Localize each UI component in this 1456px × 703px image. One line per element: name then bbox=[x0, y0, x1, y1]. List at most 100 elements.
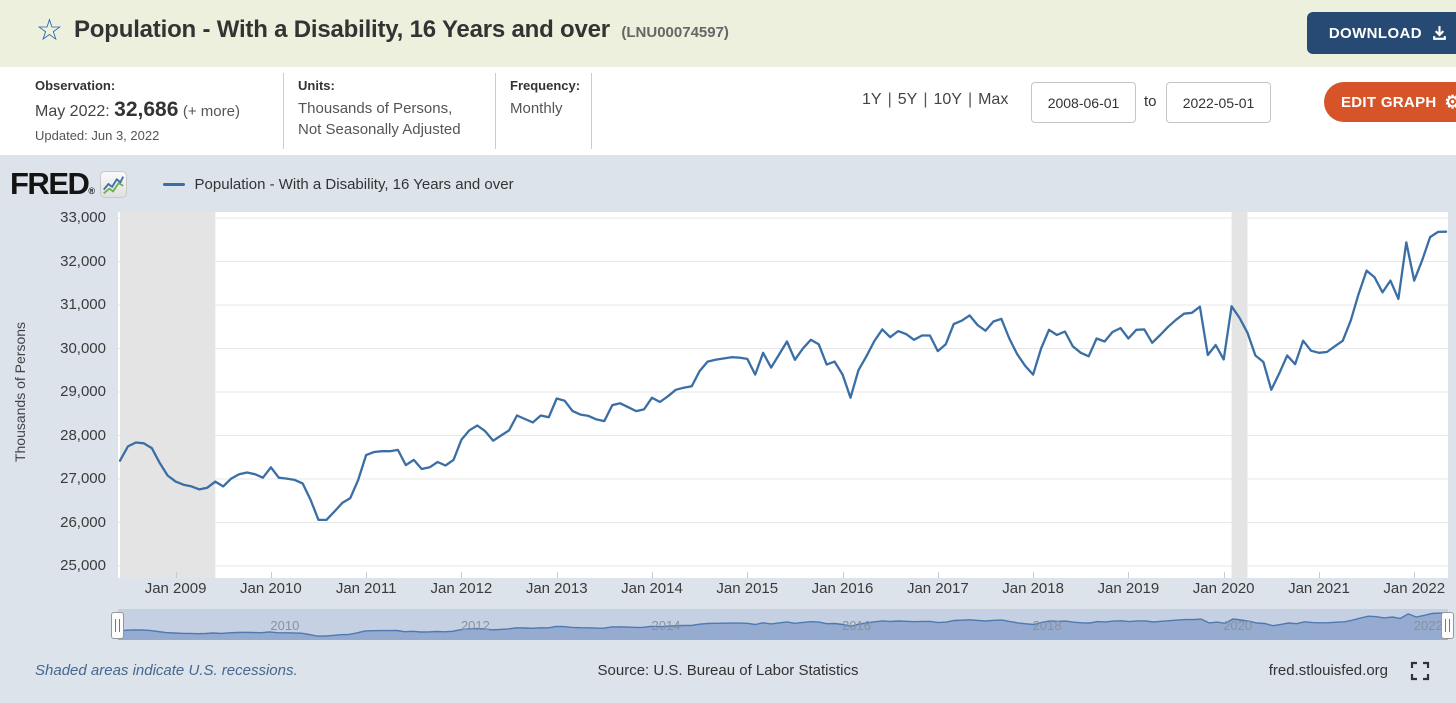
x-tick-label: Jan 2010 bbox=[239, 580, 302, 597]
range-link-10y[interactable]: 10Y bbox=[933, 91, 962, 108]
meta-controls-bar: Observation: May 2022: 32,686 (+ more) U… bbox=[0, 67, 1456, 155]
y-tick-label: 26,000 bbox=[60, 513, 106, 531]
site-url: fred.stlouisfed.org bbox=[1268, 662, 1388, 679]
y-tick-label: 29,000 bbox=[60, 383, 106, 400]
navigator-year-label: 2016 bbox=[842, 618, 871, 633]
frequency-block: Frequency: Monthly bbox=[510, 78, 580, 119]
observation-block: Observation: May 2022: 32,686 (+ more) U… bbox=[35, 78, 240, 143]
range-separator: | bbox=[967, 91, 973, 108]
y-tick-label: 32,000 bbox=[60, 252, 106, 270]
edit-graph-button[interactable]: EDIT GRAPH ⚙ bbox=[1324, 82, 1456, 122]
x-tick-label: Jan 2015 bbox=[716, 580, 779, 597]
x-tick-mark bbox=[461, 572, 463, 578]
x-tick-label: Jan 2022 bbox=[1383, 580, 1446, 597]
download-button-label: DOWNLOAD bbox=[1328, 24, 1422, 42]
y-tick-label: 31,000 bbox=[60, 296, 106, 313]
navigator-year-label: 2014 bbox=[651, 618, 681, 633]
fred-sparkline-icon bbox=[99, 170, 127, 198]
main-chart[interactable] bbox=[118, 212, 1448, 578]
x-tick-label: Jan 2019 bbox=[1097, 580, 1160, 597]
x-tick-mark bbox=[937, 572, 939, 578]
updated-date: Updated: Jun 3, 2022 bbox=[35, 128, 160, 143]
x-tick-mark bbox=[175, 572, 177, 578]
edit-graph-label: EDIT GRAPH bbox=[1341, 93, 1437, 111]
divider bbox=[283, 73, 284, 149]
navigator-year-label: 2020 bbox=[1223, 618, 1253, 633]
frequency-value: Monthly bbox=[510, 100, 563, 117]
y-tick-label: 30,000 bbox=[60, 339, 106, 357]
x-tick-label: Jan 2012 bbox=[430, 580, 493, 597]
y-tick-label: 28,000 bbox=[60, 426, 106, 444]
recession-note-link[interactable]: Shaded areas indicate U.S. recessions. bbox=[35, 662, 298, 679]
units-block: Units: Thousands of Persons, Not Seasona… bbox=[298, 78, 461, 140]
observation-label: Observation: bbox=[35, 78, 116, 93]
y-tick-label: 33,000 bbox=[60, 209, 106, 226]
units-line2: Not Seasonally Adjusted bbox=[298, 121, 461, 138]
x-tick-label: Jan 2017 bbox=[906, 580, 969, 597]
date-from-input[interactable] bbox=[1031, 82, 1136, 123]
brand-row: FRED® Population - With a Disability, 16… bbox=[10, 165, 514, 203]
legend-line-swatch bbox=[162, 182, 185, 186]
observation-value: 32,686 bbox=[114, 98, 179, 121]
date-to-label: to bbox=[1144, 93, 1157, 110]
download-icon bbox=[1433, 25, 1446, 40]
source-text: Source: U.S. Bureau of Labor Statistics bbox=[597, 662, 859, 679]
divider bbox=[495, 73, 496, 149]
navigator-year-label: 2012 bbox=[460, 618, 490, 633]
x-tick-mark bbox=[747, 572, 749, 578]
x-tick-mark bbox=[1318, 572, 1320, 578]
x-tick-mark bbox=[556, 572, 558, 578]
x-tick-mark bbox=[1033, 572, 1035, 578]
x-tick-mark bbox=[270, 572, 272, 578]
navigator-left-handle[interactable] bbox=[111, 612, 124, 639]
download-button[interactable]: DOWNLOAD bbox=[1306, 12, 1456, 54]
x-tick-mark bbox=[1128, 572, 1130, 578]
favorite-star-icon[interactable]: ☆ bbox=[36, 14, 63, 47]
series-header: ☆ Population - With a Disability, 16 Yea… bbox=[0, 0, 1456, 67]
navigator-year-label: 2010 bbox=[270, 618, 300, 633]
frequency-label: Frequency: bbox=[510, 78, 581, 93]
navigator-year-label: 2018 bbox=[1032, 618, 1062, 633]
x-tick-label: Jan 2021 bbox=[1288, 580, 1350, 597]
range-link-max[interactable]: Max bbox=[978, 91, 1009, 108]
observation-more-link[interactable]: (+ more) bbox=[182, 103, 240, 120]
navigator-year-label: 2022 bbox=[1413, 618, 1443, 633]
x-tick-label: Jan 2016 bbox=[811, 580, 874, 597]
date-to-input[interactable] bbox=[1166, 82, 1271, 123]
range-separator: | bbox=[923, 91, 928, 108]
x-tick-mark bbox=[651, 572, 653, 578]
x-tick-mark bbox=[366, 572, 368, 578]
units-label: Units: bbox=[298, 78, 335, 93]
fullscreen-icon[interactable] bbox=[1410, 661, 1430, 681]
graph-section: FRED® Population - With a Disability, 16… bbox=[0, 155, 1456, 703]
x-tick-label: Jan 2020 bbox=[1192, 580, 1255, 597]
title-wrap: Population - With a Disability, 16 Years… bbox=[74, 16, 729, 44]
x-tick-mark bbox=[1414, 572, 1416, 578]
y-tick-label: 27,000 bbox=[60, 470, 106, 487]
chart-legend: Population - With a Disability, 16 Years… bbox=[162, 175, 514, 193]
y-tick-label: 25,000 bbox=[60, 557, 106, 574]
legend-series-label: Population - With a Disability, 16 Years… bbox=[194, 175, 514, 193]
units-line1: Thousands of Persons, bbox=[298, 100, 453, 117]
x-tick-mark bbox=[842, 572, 844, 578]
range-separator: | bbox=[887, 91, 892, 108]
navigator-right-handle[interactable] bbox=[1441, 612, 1454, 639]
x-tick-label: Jan 2013 bbox=[525, 580, 588, 597]
zoom-range-links: 1Y | 5Y | 10Y | Max bbox=[862, 91, 1008, 109]
fred-logo[interactable]: FRED® bbox=[10, 166, 95, 201]
observation-line: May 2022: 32,686 (+ more) bbox=[35, 98, 240, 122]
divider bbox=[591, 73, 592, 149]
page-title: Population - With a Disability, 16 Years… bbox=[74, 16, 610, 43]
observation-period: May 2022: bbox=[35, 103, 110, 120]
range-link-1y[interactable]: 1Y bbox=[862, 91, 882, 108]
x-tick-label: Jan 2018 bbox=[1002, 580, 1064, 597]
range-navigator[interactable] bbox=[118, 609, 1448, 640]
registered-mark: ® bbox=[88, 186, 95, 196]
x-tick-mark bbox=[1223, 572, 1225, 578]
gear-icon: ⚙ bbox=[1444, 92, 1456, 112]
range-link-5y[interactable]: 5Y bbox=[897, 91, 918, 108]
x-tick-label: Jan 2011 bbox=[335, 580, 397, 597]
x-tick-label: Jan 2014 bbox=[621, 580, 683, 597]
series-id: (LNU00074597) bbox=[621, 24, 729, 41]
